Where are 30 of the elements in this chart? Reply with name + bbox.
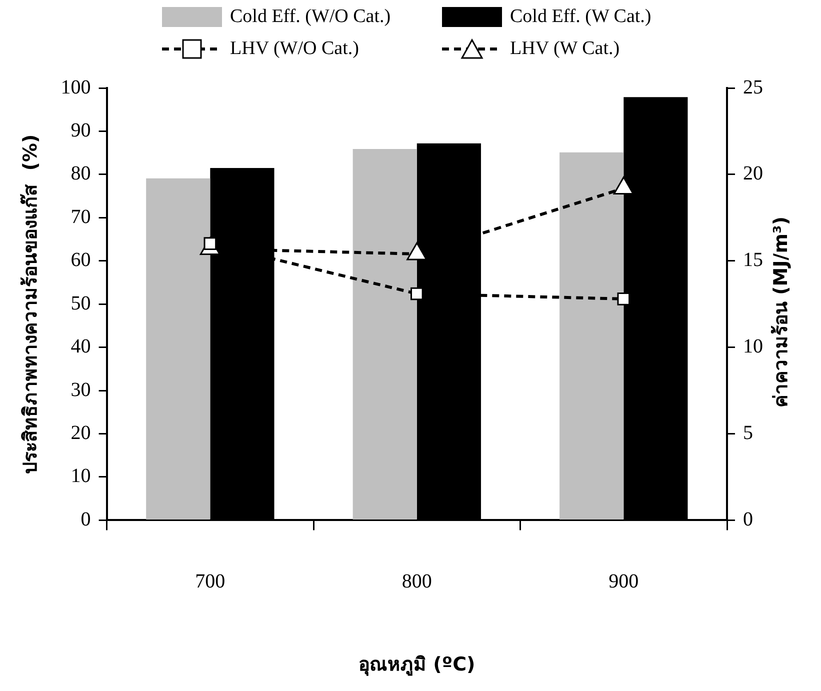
legend-label: Cold Eff. (W/O Cat.) [230, 6, 391, 28]
y-tick-label: 40 [70, 336, 91, 358]
legend-label: Cold Eff. (W Cat.) [510, 6, 652, 28]
x-tick-label: 700 [195, 570, 226, 592]
y2-tick-label: 10 [743, 336, 763, 358]
legend-label: LHV (W Cat.) [510, 38, 620, 60]
y2-axis-title: ค่าความร้อน (MJ/m³) [769, 216, 793, 408]
y-tick-label: 100 [60, 76, 91, 98]
y-tick-label: 80 [70, 162, 91, 185]
y-tick-label: 10 [70, 465, 91, 488]
x-tick-label: 800 [402, 570, 432, 592]
y-tick-label: 20 [70, 422, 91, 444]
legend-label: LHV (W/O Cat.) [230, 38, 359, 60]
bar [146, 178, 210, 520]
y-axis-title: ประสิทธิภาพทางความร้อนของแก๊ส (%) [19, 134, 42, 474]
y-tick-label: 60 [70, 249, 91, 272]
x-tick-label: 900 [608, 570, 639, 592]
y2-tick-label: 25 [743, 76, 763, 98]
y-tick-label: 50 [70, 292, 91, 314]
y2-tick-label: 20 [743, 162, 763, 185]
y-tick-label: 70 [70, 206, 91, 228]
y-tick-label: 90 [70, 119, 91, 142]
bar [560, 152, 624, 520]
y-tick-label: 0 [80, 508, 91, 530]
y-tick-label: 30 [70, 378, 91, 401]
x-axis-title: อุณหภูมิ (ºC) [358, 654, 476, 677]
y2-tick-label: 5 [743, 422, 753, 444]
y2-tick-label: 0 [743, 508, 753, 530]
y2-tick-label: 15 [743, 249, 763, 272]
bar [352, 148, 417, 520]
